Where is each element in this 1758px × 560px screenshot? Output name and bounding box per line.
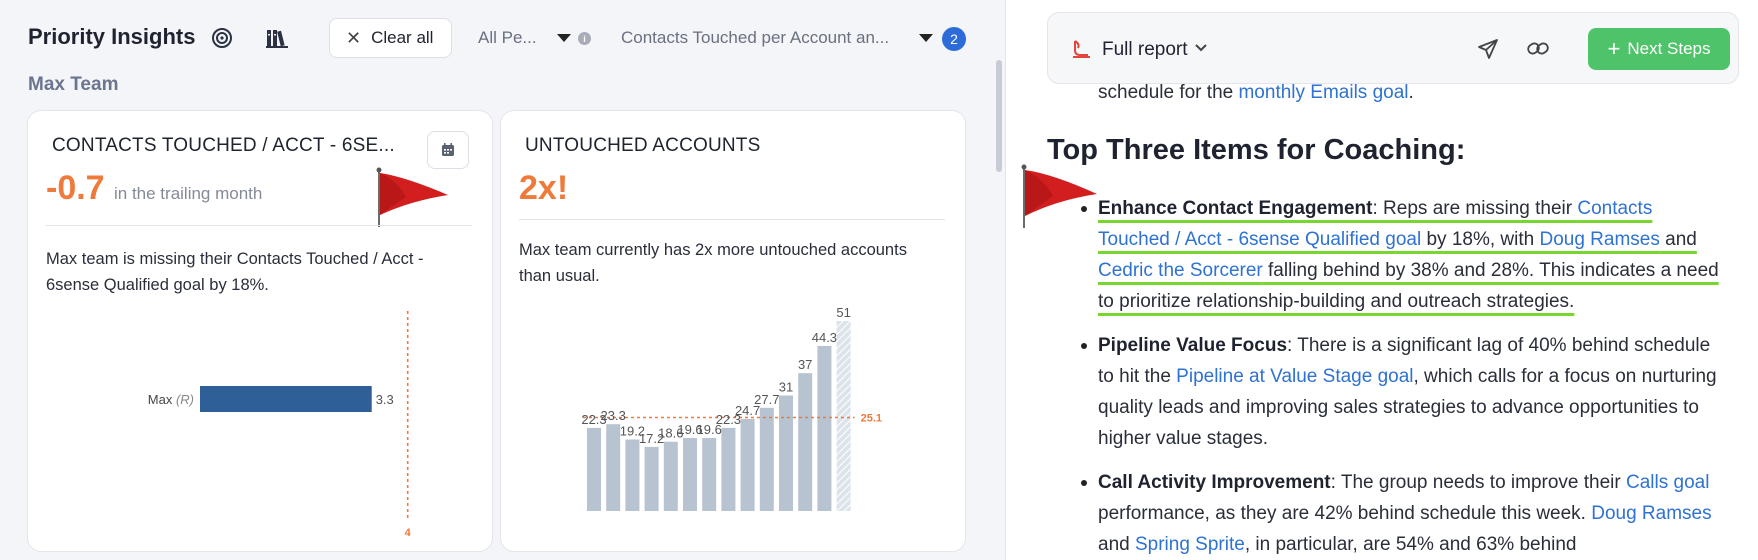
- library-books-icon[interactable]: [265, 27, 289, 49]
- bar: [625, 439, 640, 511]
- report-toolbar: Full report + Next Steps: [1047, 12, 1739, 84]
- data-label: 37: [798, 357, 812, 372]
- untouched-accounts-chart: 25.122.323.319.217.218.619.619.622.324.7…: [581, 305, 882, 511]
- bar: [721, 427, 736, 511]
- insights-pane: Priority Insights ✕ Clear all All Pe...: [0, 0, 1006, 560]
- goal-label: 4: [405, 527, 412, 539]
- bar: [798, 373, 813, 511]
- bar: [606, 424, 621, 511]
- contacts-touched-goal-link[interactable]: Contacts Touched / Acct - 6sense Qualifi…: [1098, 198, 1653, 250]
- divider: [46, 225, 472, 226]
- bar: [200, 386, 372, 412]
- report-text-partial: schedule for the monthly Emails goal.: [1098, 82, 1414, 103]
- clear-all-button[interactable]: ✕ Clear all: [329, 18, 452, 58]
- plus-icon: +: [1607, 36, 1621, 61]
- data-label: 19.6: [677, 422, 702, 437]
- card-description: Max team currently has 2x more untouched…: [519, 241, 907, 285]
- close-icon: ✕: [346, 28, 362, 48]
- card-title: UNTOUCHED ACCOUNTS: [525, 135, 761, 156]
- data-label: 3.3: [376, 392, 394, 407]
- contacts-touched-chart: 4 Max (R) 3.3: [148, 311, 412, 539]
- next-steps-label: Next Steps: [1627, 39, 1711, 58]
- pipeline-value-stage-goal-link[interactable]: Pipeline at Value Stage goal: [1176, 366, 1414, 387]
- doug-ramses-link[interactable]: Doug Ramses: [1591, 503, 1712, 524]
- spring-sprite-link[interactable]: Spring Sprite: [1134, 534, 1245, 555]
- scrollbar[interactable]: [996, 60, 1002, 172]
- data-label: 18.6: [658, 426, 683, 441]
- people-filter[interactable]: All Pe...: [478, 28, 537, 47]
- list-item: Pipeline Value Focus: There is a signifi…: [1081, 330, 1728, 454]
- filter-count-badge: 2: [942, 27, 966, 51]
- bar: [759, 407, 774, 511]
- data-label: 22.3: [581, 412, 606, 427]
- metric-caption: in the trailing month: [114, 184, 263, 203]
- category-tag: (R): [176, 392, 194, 407]
- data-label: 19.2: [620, 423, 645, 438]
- bar: [836, 321, 851, 511]
- doug-ramses-link[interactable]: Doug Ramses: [1539, 229, 1660, 250]
- metric-filter-chevron-down-icon[interactable]: [919, 34, 933, 42]
- metric-value: 2x!: [519, 169, 569, 207]
- data-label: 31: [779, 380, 793, 395]
- next-steps-button[interactable]: + Next Steps: [1588, 28, 1730, 70]
- bar: [817, 345, 832, 511]
- bar: [644, 446, 659, 511]
- data-label: 24.7: [735, 403, 760, 418]
- data-label: 51: [836, 305, 850, 320]
- bar: [740, 418, 755, 511]
- report-pane: Full report + Next Steps schedule for th…: [1007, 0, 1758, 560]
- metric-filter[interactable]: Contacts Touched per Account an...: [621, 28, 890, 47]
- red-flag-icon: [1021, 164, 1097, 228]
- coaching-list: Enhance Contact Engagement: Reps are mis…: [1081, 193, 1728, 560]
- link-icon[interactable]: [1526, 38, 1550, 60]
- calendar-icon: [442, 143, 454, 156]
- chevron-down-icon[interactable]: [1194, 41, 1208, 55]
- untouched-accounts-card[interactable]: UNTOUCHED ACCOUNTS 2x! Max team currentl…: [500, 110, 966, 552]
- card-title: CONTACTS TOUCHED / ACCT - 6SE...: [52, 135, 395, 156]
- calls-goal-link[interactable]: Calls goal: [1626, 472, 1710, 493]
- red-flag-icon: [376, 167, 448, 227]
- bar: [587, 427, 601, 511]
- cedric-the-sorcerer-link[interactable]: Cedric the Sorcerer: [1098, 260, 1263, 281]
- insights-toolbar: Priority Insights ✕ Clear all All Pe...: [0, 0, 1005, 76]
- bar: [663, 441, 678, 511]
- data-label: 27.7: [754, 392, 779, 407]
- data-label: 44.3: [812, 330, 837, 345]
- list-item: Enhance Contact Engagement: Reps are mis…: [1081, 193, 1728, 317]
- monthly-emails-goal-link[interactable]: monthly Emails goal: [1238, 82, 1409, 103]
- coaching-heading: Top Three Items for Coaching:: [1047, 134, 1466, 166]
- page-title: Priority Insights: [28, 24, 196, 49]
- report-icon: [1073, 40, 1090, 58]
- card-description: Max team is missing their Contacts Touch…: [46, 250, 424, 294]
- bar: [683, 437, 697, 511]
- people-filter-chevron-down-icon[interactable]: [557, 34, 571, 42]
- info-icon[interactable]: i: [578, 32, 591, 45]
- clear-all-label: Clear all: [371, 28, 434, 47]
- contacts-touched-card[interactable]: CONTACTS TOUCHED / ACCT - 6SE... -0.7 in…: [27, 110, 493, 552]
- data-label: 19.6: [697, 422, 722, 437]
- category-name: Max: [148, 392, 176, 407]
- average-label: 25.1: [861, 412, 882, 424]
- team-name: Max Team: [28, 74, 119, 95]
- target-icon[interactable]: [211, 27, 233, 49]
- list-item: Call Activity Improvement: The group nee…: [1081, 467, 1728, 560]
- divider: [519, 219, 945, 220]
- category-label: Max (R): [148, 392, 194, 407]
- bar: [702, 437, 717, 511]
- metric-value: -0.7: [46, 169, 105, 207]
- send-icon[interactable]: [1476, 37, 1500, 61]
- bar: [779, 395, 793, 511]
- data-label: 23.3: [601, 408, 626, 423]
- full-report-dropdown[interactable]: Full report: [1102, 39, 1188, 60]
- data-label: 22.3: [716, 412, 741, 427]
- calendar-button[interactable]: [427, 131, 469, 169]
- data-label: 17.2: [639, 431, 664, 446]
